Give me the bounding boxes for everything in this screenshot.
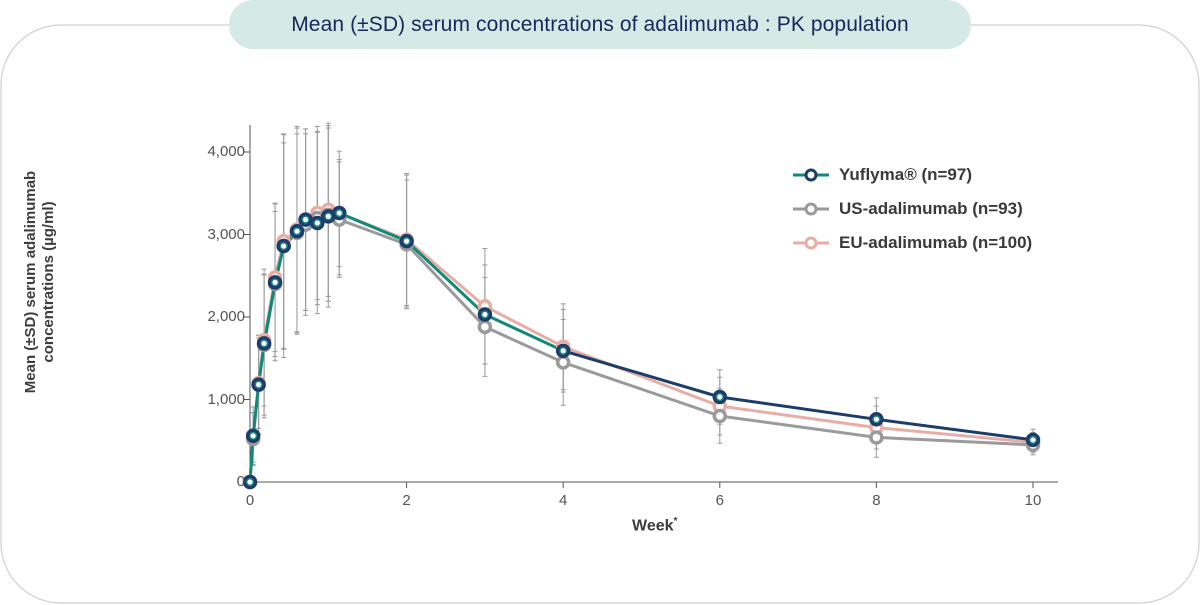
data-point-inner-yuflyma (254, 380, 263, 389)
legend: Yuflyma® (n=97) US-adalimumab (n=93) EU-… (793, 158, 1032, 260)
data-point-yuflyma (555, 343, 571, 359)
data-point-inner-yuflyma (715, 393, 724, 401)
data-point-yuflyma (276, 238, 291, 254)
legend-swatch-us (793, 202, 829, 216)
data-point-yuflyma (310, 215, 325, 231)
series-line-yuflyma-late (562, 349, 1034, 442)
legend-swatch-yuflyma (793, 168, 829, 182)
y-tick-label: 1,000 (207, 390, 245, 408)
data-point-inner-yuflyma (246, 478, 254, 486)
data-point-inner-yuflyma (249, 431, 257, 440)
data-point-yuflyma (1025, 432, 1041, 448)
data-point-us (555, 355, 571, 370)
data-point-yuflyma (242, 474, 258, 490)
y-tick-label: 0 (236, 473, 245, 490)
x-axis-label-text: Week (632, 517, 674, 535)
data-point-inner-yuflyma (313, 219, 322, 227)
data-point-inner-yuflyma (324, 212, 333, 221)
legend-item-yuflyma: Yuflyma® (n=97) (793, 158, 1032, 192)
x-tick-label: 2 (402, 492, 411, 509)
data-point-inner-yuflyma (402, 237, 411, 245)
data-point-yuflyma (267, 275, 283, 290)
data-point-yuflyma (869, 412, 884, 427)
y-axis-label: Mean (±SD) serum adalimumab concentratio… (22, 152, 58, 412)
data-point-yuflyma (399, 233, 414, 249)
y-tick-label: 2,000 (207, 308, 245, 325)
data-point-inner-yuflyma (1029, 436, 1037, 444)
data-point-us (477, 319, 493, 335)
legend-label-yuflyma: Yuflyma® (n=97) (839, 165, 972, 184)
chart-title-banner: Mean (±SD) serum concentrations of adali… (229, 0, 971, 49)
data-point-inner-yuflyma (559, 347, 568, 355)
data-point-yuflyma (289, 223, 305, 239)
data-point-yuflyma (256, 336, 272, 351)
x-axis-label: Week* (632, 516, 677, 535)
data-point-inner-yuflyma (481, 310, 489, 319)
x-axis-label-marker: * (673, 516, 678, 527)
legend-item-eu: EU-adalimumab (n=100) (793, 226, 1032, 260)
legend-label-eu: EU-adalimumab (n=100) (839, 233, 1033, 252)
y-axis-label-line-2: concentrations (µg/ml) (40, 201, 57, 363)
data-point-yuflyma (477, 307, 493, 322)
data-point-inner-yuflyma (293, 227, 301, 236)
data-point-us (712, 408, 728, 424)
data-point-inner-yuflyma (260, 339, 268, 348)
y-tick-label: 3,000 (207, 225, 245, 243)
x-tick-label: 0 (245, 492, 255, 509)
data-point-inner-yuflyma (301, 215, 310, 224)
data-point-inner-yuflyma (872, 415, 881, 424)
data-point-yuflyma (245, 428, 261, 444)
data-point-us (869, 430, 884, 445)
legend-swatch-eu (793, 236, 829, 250)
series-markers (242, 202, 1041, 490)
y-axis-label-line-1: Mean (±SD) serum adalimumab (22, 170, 39, 394)
data-point-inner-yuflyma (335, 209, 344, 217)
x-tick-label: 8 (872, 492, 881, 509)
data-point-yuflyma (251, 377, 266, 392)
axes (244, 125, 1058, 488)
data-point-inner-yuflyma (279, 242, 288, 250)
data-point-yuflyma (332, 205, 347, 221)
data-point-inner-yuflyma (271, 278, 279, 287)
x-tick-label: 4 (559, 492, 568, 509)
data-point-yuflyma (712, 389, 728, 405)
x-tick-label: 6 (715, 492, 724, 509)
x-tick-label: 10 (1024, 492, 1042, 509)
chart-title: Mean (±SD) serum concentrations of adali… (291, 12, 909, 36)
legend-label-us: US-adalimumab (n=93) (839, 199, 1023, 218)
y-tick-label: 4,000 (207, 143, 245, 160)
data-point-yuflyma (298, 212, 313, 227)
legend-item-us: US-adalimumab (n=93) (793, 192, 1032, 226)
